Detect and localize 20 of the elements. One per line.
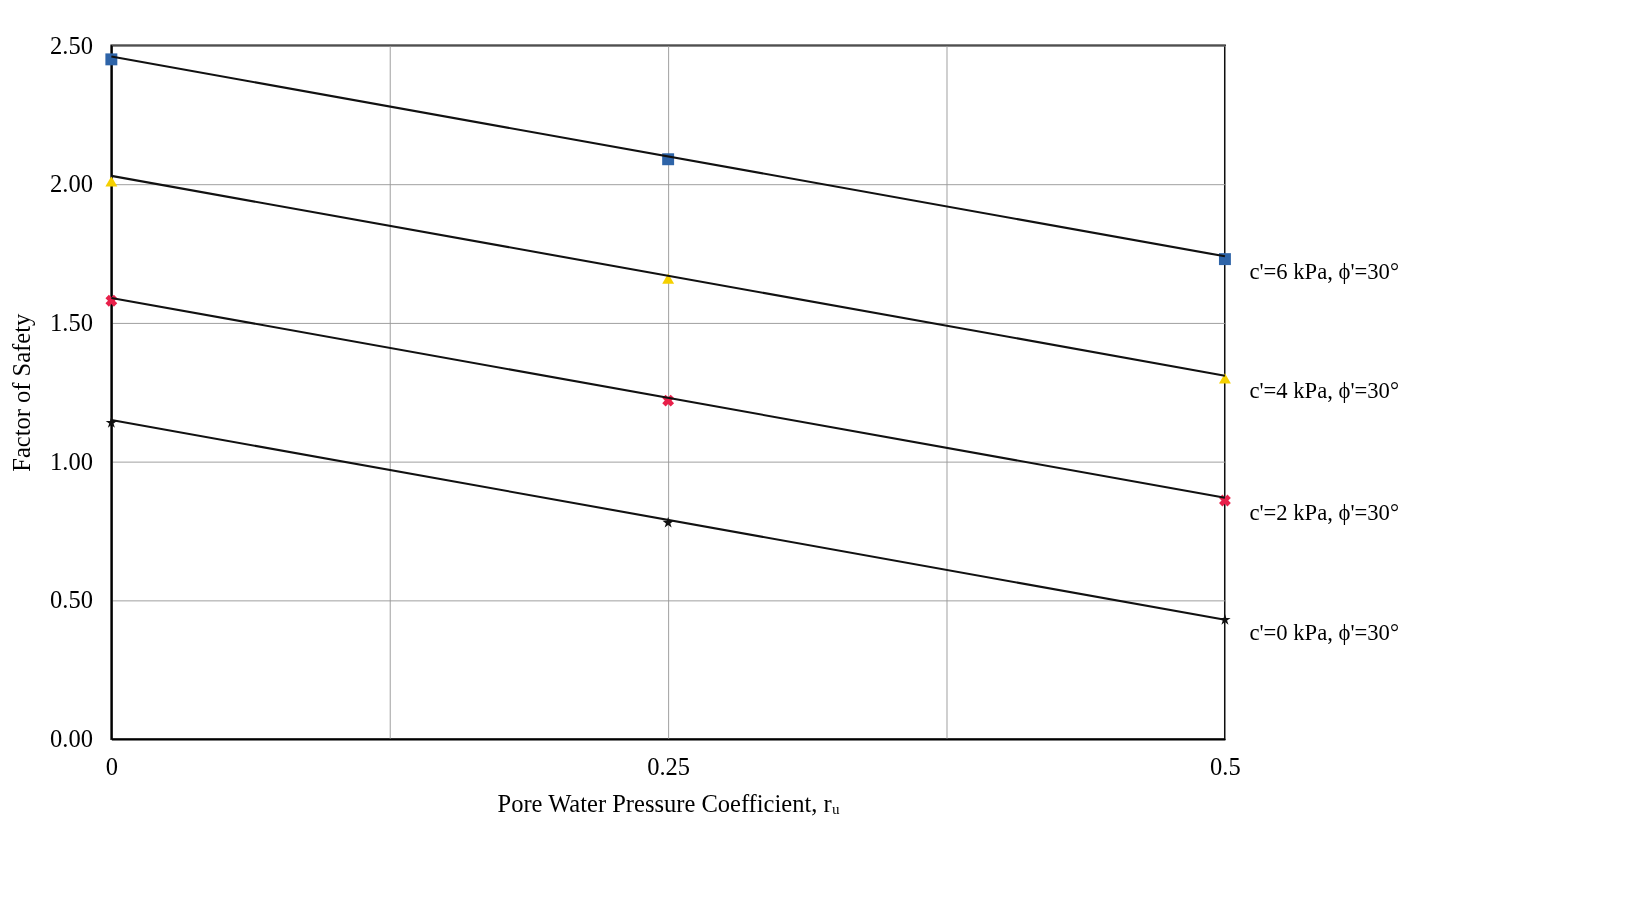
y-tick-label: 2.00 <box>50 170 93 198</box>
point <box>1218 373 1231 384</box>
y-tick-label: 0.50 <box>50 586 93 614</box>
point <box>1218 253 1231 266</box>
point <box>105 176 118 187</box>
series-label: c'=6 kPa, ϕ'=30° <box>1249 258 1399 284</box>
point <box>662 273 675 284</box>
x-axis-title: Pore Water Pressure Coefficient, rᵤ <box>497 790 840 818</box>
x-tick-label: 0 <box>105 752 118 780</box>
x-tick-label: 0.25 <box>647 752 691 780</box>
x-tick-label: 0.5 <box>1210 752 1241 780</box>
series-label: c'=2 kPa, ϕ'=30° <box>1249 500 1399 526</box>
y-axis-title: Factor of Safety <box>8 313 36 472</box>
series-label: c'=0 kPa, ϕ'=30° <box>1249 619 1399 645</box>
y-tick-label: 1.00 <box>50 447 93 475</box>
y-tick-label: 1.50 <box>50 308 93 336</box>
y-tick-label: 0.00 <box>50 725 93 753</box>
y-tick-label: 2.50 <box>50 31 93 59</box>
point <box>105 53 118 66</box>
series-label: c'=4 kPa, ϕ'=30° <box>1249 378 1399 404</box>
